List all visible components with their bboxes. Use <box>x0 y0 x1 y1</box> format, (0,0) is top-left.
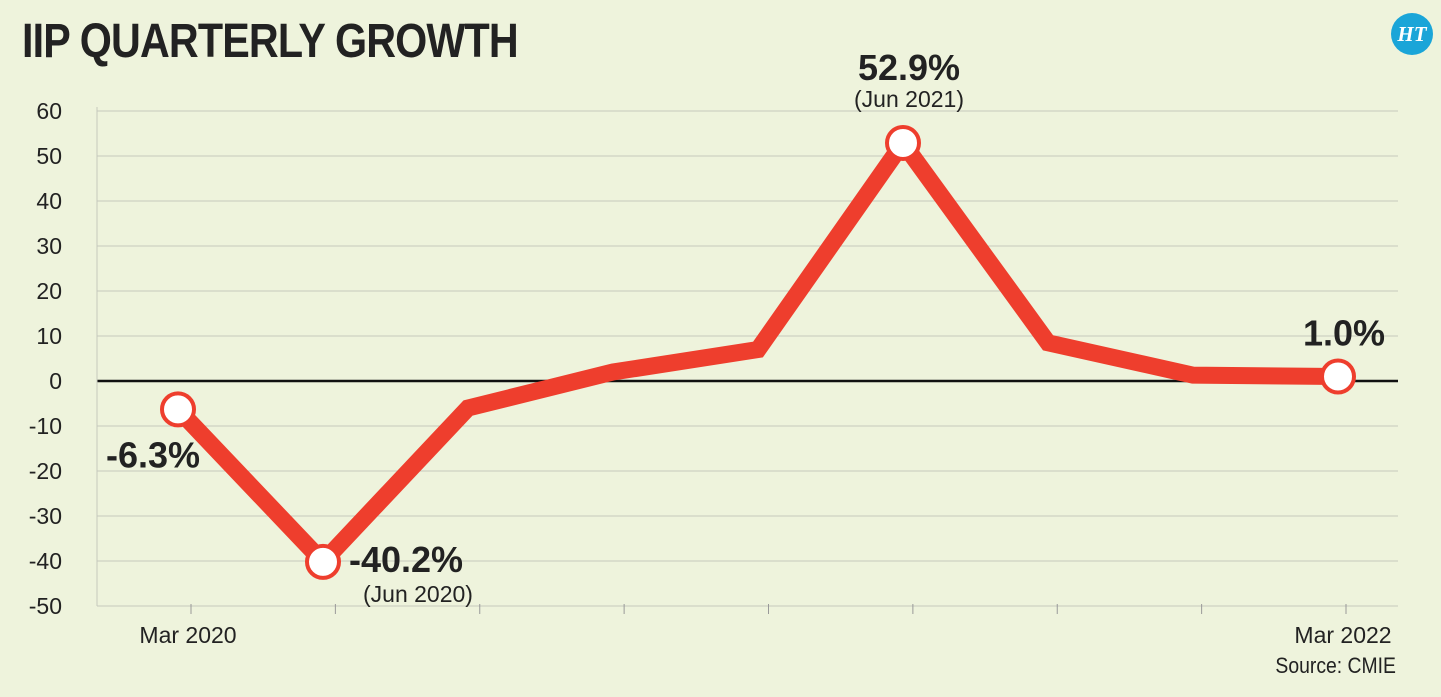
chart-title: IIP QUARTERLY GROWTH <box>22 15 519 68</box>
data-label: -40.2% <box>349 539 463 580</box>
data-sublabel: (Jun 2020) <box>363 581 473 607</box>
data-point-marker <box>160 391 196 428</box>
y-tick-label: -30 <box>29 503 62 529</box>
grid-lines <box>96 107 1398 607</box>
x-tick-label: Mar 2022 <box>1294 622 1391 648</box>
x-tick-label: Mar 2020 <box>139 622 236 648</box>
y-axis-ticks: 60 50 40 30 20 10 0 -10 -20 -30 -40 -50 <box>29 98 62 619</box>
series-line <box>171 128 1339 575</box>
y-tick-label: 40 <box>36 188 62 214</box>
y-tick-label: 50 <box>36 143 62 169</box>
y-tick-label: -50 <box>29 593 62 619</box>
annotation-layer: -6.3% -40.2%(Jun 2020) 52.9%(Jun 2021) 1.0% <box>106 47 1385 607</box>
y-tick-label: -40 <box>29 548 62 574</box>
y-tick-label: 30 <box>36 233 62 259</box>
y-tick-label: 60 <box>36 98 62 124</box>
y-tick-label: 20 <box>36 278 62 304</box>
data-point-marker <box>1320 358 1356 395</box>
y-tick-label: -20 <box>29 458 62 484</box>
marker-layer <box>160 124 1356 580</box>
data-label: 52.9% <box>858 47 960 88</box>
y-tick-label: 0 <box>49 368 62 394</box>
data-point-marker <box>305 543 341 580</box>
series-layer <box>171 128 1339 575</box>
y-tick-label: -10 <box>29 413 62 439</box>
source-note: Source: CMIE <box>1275 653 1396 678</box>
data-sublabel: (Jun 2021) <box>854 86 964 112</box>
data-label: -6.3% <box>106 434 200 475</box>
y-tick-label: 10 <box>36 323 62 349</box>
ht-logo: HT <box>1391 13 1433 55</box>
data-point-marker <box>885 124 921 161</box>
data-label: 1.0% <box>1303 313 1385 354</box>
x-axis-ticks: Mar 2020 Mar 2022 <box>139 604 1392 648</box>
